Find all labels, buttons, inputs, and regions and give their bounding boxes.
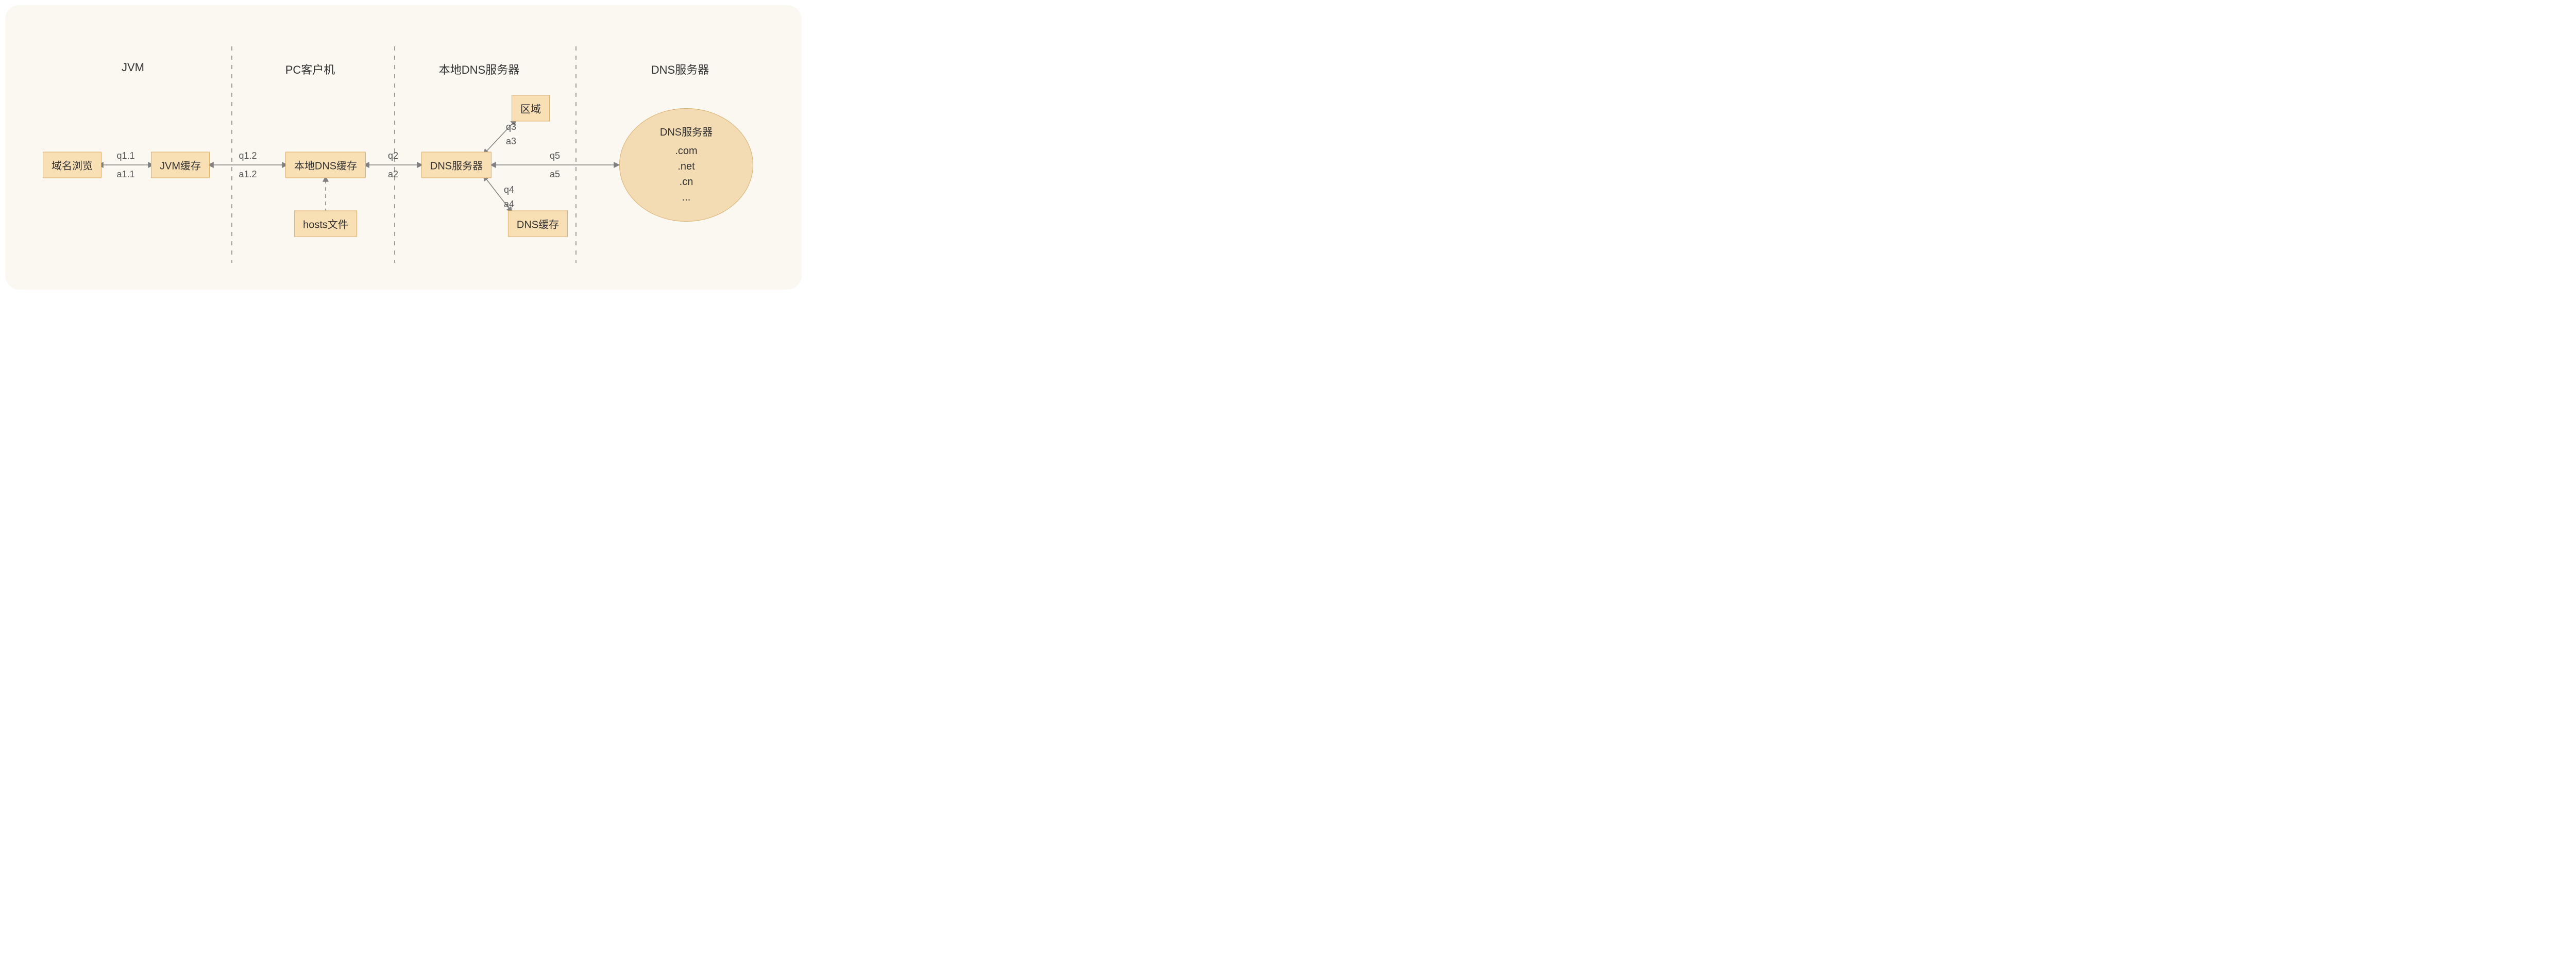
sec-jvm: JVM [122, 61, 144, 74]
ellipse-line: ... [682, 190, 691, 205]
sec-local: 本地DNS服务器 [439, 61, 519, 77]
edge-label: q1.2 [239, 150, 257, 161]
n-servers: DNS服务器 .com.net.cn... [619, 108, 753, 222]
sec-pc: PC客户机 [285, 61, 335, 77]
edge-label: a2 [388, 169, 398, 180]
n-dnssrv: DNS服务器 [421, 152, 492, 178]
n-jvm: JVM缓存 [151, 152, 210, 178]
edge-label: a5 [550, 169, 560, 180]
edge-label: q5 [550, 150, 560, 161]
diagram-canvas: q1.1 a1.1 q1.2 a1.2 q2 a2 q3 a3 q4 a4 q5 a5 JVM PC客户机… [5, 5, 802, 290]
n-cache: DNS缓存 [508, 211, 568, 237]
edge-label: q1.1 [116, 150, 134, 161]
n-browse: 域名浏览 [43, 152, 101, 178]
edge-label: q2 [388, 150, 398, 161]
ellipse-line: .com [675, 143, 697, 159]
n-zone: 区域 [512, 95, 550, 122]
n-local: 本地DNS缓存 [285, 152, 366, 178]
edge-label: a1.2 [239, 169, 257, 180]
ellipse-title: DNS服务器 [660, 125, 713, 140]
sec-dns: DNS服务器 [651, 61, 709, 77]
edge-label: q3 [506, 122, 516, 132]
ellipse-line: .cn [680, 174, 693, 190]
edge-label: a3 [506, 136, 516, 147]
ellipse-line: .net [677, 159, 694, 174]
n-hosts: hosts文件 [294, 211, 357, 237]
edge-label: a1.1 [116, 169, 134, 180]
edge-label: q4 [504, 185, 514, 195]
edge-label: a4 [504, 199, 514, 210]
